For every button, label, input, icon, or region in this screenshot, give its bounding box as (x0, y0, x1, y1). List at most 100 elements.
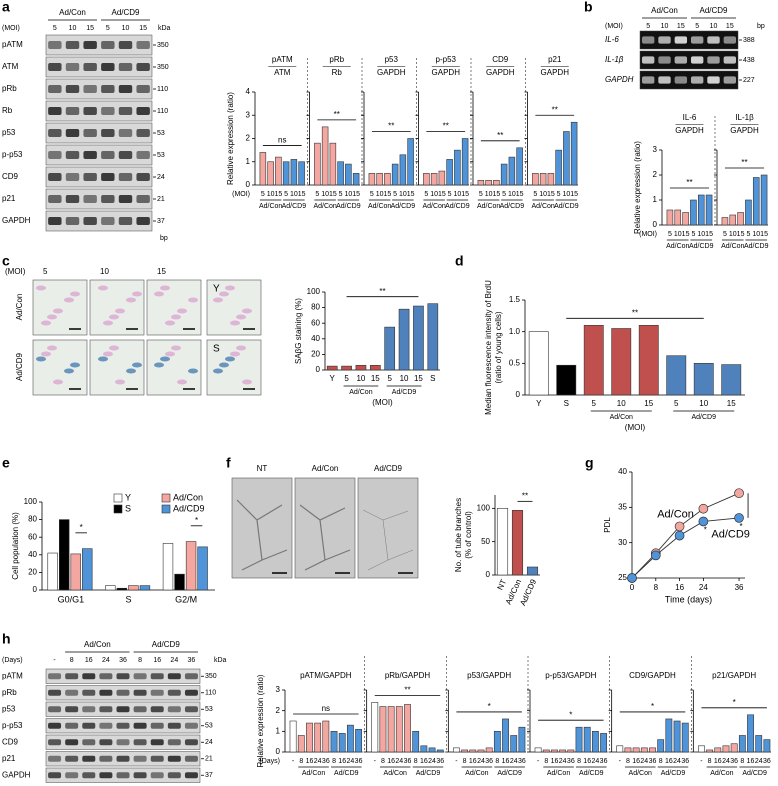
blot-band (674, 56, 688, 64)
cell (213, 368, 223, 374)
micrograph (231, 477, 293, 579)
group-label: Ad/CD9 (661, 770, 686, 777)
blot-band (101, 63, 115, 71)
bar (665, 718, 673, 753)
x-tick-label: 5 (479, 191, 483, 198)
blot-lane-label: 10 (710, 23, 718, 30)
y-tick-label: 0 (246, 180, 251, 189)
blot-band (83, 173, 97, 181)
blot-band (65, 41, 80, 49)
x-tick-label: 36 (649, 758, 657, 765)
legend-swatch (113, 493, 123, 503)
y-tick-label: 3 (246, 110, 251, 119)
group-label: Ad/CD9 (334, 770, 359, 777)
blot-band (184, 706, 198, 713)
x-tick-label: 8 (463, 758, 467, 765)
group-label: Ad/CD9 (416, 770, 441, 777)
cell (225, 285, 235, 291)
y-axis-label: (ratio of young cells) (494, 311, 503, 383)
group-label: Ad/CD9 (445, 203, 470, 210)
significance: * (733, 698, 736, 707)
y-tick-label: 0 (316, 365, 321, 374)
micro-col-label: 15 (157, 267, 166, 276)
x-tick-label: 24 (640, 758, 648, 765)
bar (329, 142, 337, 186)
x-tick-label: 15 (570, 191, 578, 198)
bar (697, 194, 705, 226)
blot-band (82, 739, 96, 746)
x-tick-label: 5 (668, 231, 672, 238)
blot-size: 53 (157, 152, 165, 159)
blot-band (136, 129, 150, 137)
blot-group-label: Ad/CD9 (699, 6, 728, 15)
bar (500, 163, 508, 186)
legend-label: Y (125, 492, 131, 502)
blot-band (65, 755, 79, 762)
group-label: Ad/CD9 (579, 770, 604, 777)
blot-band (133, 673, 147, 680)
blot-band (116, 755, 130, 762)
point (674, 521, 685, 532)
blot-band (136, 151, 150, 159)
blot-band (674, 36, 688, 44)
x-tick-label: 16 (420, 758, 428, 765)
x-tick-label: 16 (387, 758, 395, 765)
bar (674, 209, 682, 226)
x-tick-label: 10 (376, 191, 384, 198)
group-label: Ad/Con (666, 243, 689, 250)
blot-band (99, 689, 113, 696)
blot-band (136, 195, 150, 203)
cell (242, 308, 252, 314)
blot-band (118, 41, 133, 49)
blot-lane-label: - (53, 657, 56, 664)
blot-band (83, 107, 97, 115)
blot-band (690, 76, 704, 84)
blot-size: 53 (157, 130, 165, 137)
x-tick-label: 10 (453, 191, 461, 198)
cell (36, 356, 46, 362)
y-tick-label: 4 (246, 87, 251, 96)
bar (575, 726, 583, 753)
blot-band (116, 739, 130, 746)
bar (516, 147, 523, 186)
bar (559, 749, 567, 753)
bar (352, 173, 360, 186)
bar (314, 142, 321, 186)
blot-band (118, 151, 133, 159)
blot-size: 110 (157, 86, 168, 93)
blot-row-label: Rb (2, 106, 13, 115)
bar (438, 170, 446, 186)
significance: ** (741, 158, 747, 167)
blot-band (83, 151, 97, 159)
bar (395, 706, 403, 753)
x-prefix: (MOI) (232, 191, 250, 198)
blot-band (150, 722, 164, 729)
x-tick-label: 5 (339, 191, 343, 198)
legend-label: S (125, 503, 131, 513)
blot-row-label: IL-6 (605, 35, 619, 44)
subplot-title: pATM (272, 55, 293, 64)
x-tick-label: 8 (626, 758, 630, 765)
subplot-title: p21/GAPDH (712, 671, 756, 680)
subplot-title: IL-1β (735, 113, 754, 122)
bar (413, 305, 424, 371)
cell (70, 362, 80, 368)
significance: * (569, 710, 572, 719)
cell (154, 362, 164, 368)
group-label: Ad/Con (349, 389, 372, 396)
blot-band (48, 63, 62, 71)
blot-row-label: p53 (2, 128, 16, 137)
x-tick-label: 5 (691, 231, 695, 238)
blot-band (658, 56, 671, 64)
cell (126, 297, 136, 303)
point (734, 513, 744, 523)
cell (230, 351, 240, 357)
bar (58, 519, 70, 591)
cell (132, 291, 142, 297)
bar (493, 180, 500, 186)
blot-size: 37 (205, 772, 213, 779)
bar (428, 747, 436, 753)
blot-row-label: GAPDH (2, 770, 31, 779)
x-note: (MOI) (625, 423, 646, 432)
blot-strip (45, 56, 153, 78)
